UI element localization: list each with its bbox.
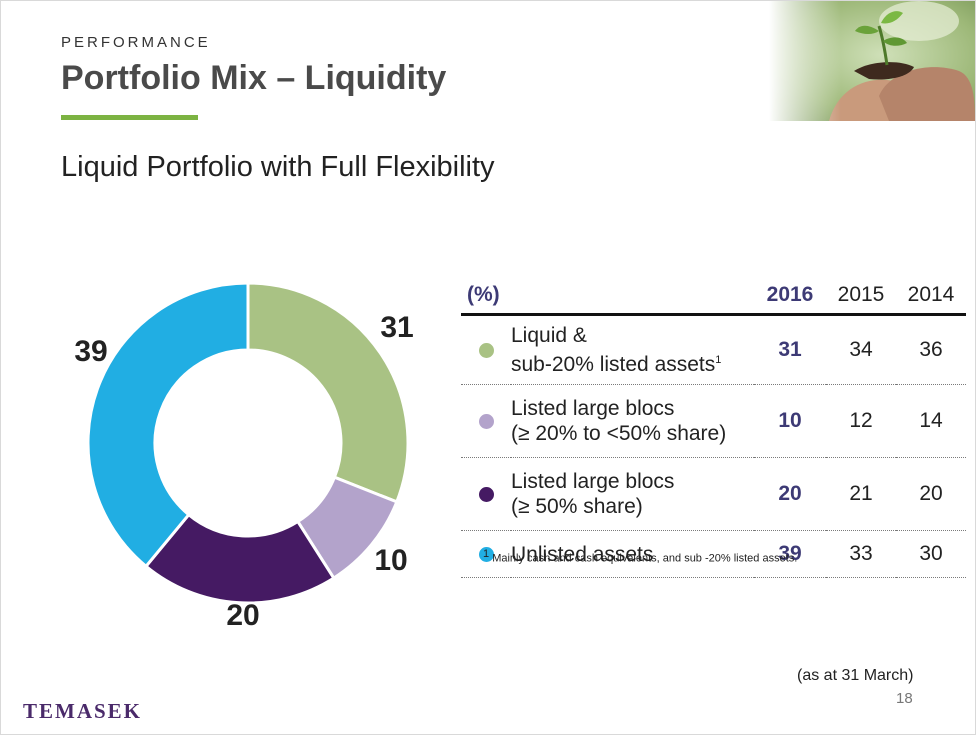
liquidity-donut-chart: 31 10 20 39: [61, 261, 441, 641]
value-2014: 36: [919, 338, 943, 361]
page-number: 18: [896, 690, 913, 707]
donut-label-listed-50: 20: [226, 599, 260, 632]
footnote-text: Mainly cash and cash equivalents, and su…: [492, 552, 798, 565]
donut-slice-listed-50: [143, 512, 336, 605]
page-title: Portfolio Mix – Liquidity: [61, 59, 447, 97]
row-label-line2: sub-20% listed assets: [511, 353, 716, 376]
legend-dot: [478, 546, 494, 562]
legend-dot: [478, 342, 494, 358]
donut-slice-liquid: [246, 281, 410, 504]
value-2015: 21: [849, 482, 873, 505]
section-kicker: PERFORMANCE: [61, 34, 211, 51]
title-accent-rule: [61, 115, 198, 120]
unit-header: (%): [467, 283, 500, 306]
value-2016: 10: [778, 409, 802, 432]
table-row: Liquid & sub-20% listed assets1 31 34 36: [461, 315, 966, 385]
row-label-line2: (≥ 20% to <50% share): [511, 422, 727, 445]
row-label: Liquid & sub-20% listed assets1: [511, 315, 754, 385]
donut-svg: [86, 281, 410, 605]
legend-dot: [478, 413, 494, 429]
value-2016: 20: [778, 482, 802, 505]
year-header-2015: 2015: [837, 283, 885, 306]
footnote: 1 Mainly cash and cash equivalents, and …: [483, 548, 797, 565]
row-label-line1: Liquid &: [511, 324, 587, 347]
row-label-line1: Unlisted assets: [511, 542, 654, 566]
legend-dot: [478, 486, 494, 502]
as-at-date: (as at 31 March): [797, 667, 914, 684]
table-header-row: (%) 2016 2015 2014: [461, 277, 966, 315]
portfolio-mix-table: (%) 2016 2015 2014 Liquid & sub-20% liste…: [461, 277, 966, 578]
value-2014: 30: [919, 542, 943, 565]
row-label-line1: Listed large blocs: [511, 470, 675, 493]
row-label-line1: Listed large blocs: [511, 397, 675, 420]
row-label: Listed large blocs (≥ 50% share): [511, 458, 754, 531]
table-row: Unlisted assets 39 33 30: [461, 531, 966, 578]
year-header-2016: 2016: [766, 283, 814, 306]
donut-slice-unlisted: [86, 281, 250, 569]
donut-label-unlisted: 39: [74, 335, 108, 368]
row-label: Listed large blocs (≥ 20% to <50% share): [511, 385, 754, 458]
value-2015: 34: [849, 338, 873, 361]
page-subtitle: Liquid Portfolio with Full Flexibility: [61, 151, 495, 183]
donut-label-liquid: 31: [380, 311, 414, 344]
temasek-logo: TEMASEK: [23, 699, 143, 723]
value-2016: 39: [778, 542, 802, 565]
table-row: Listed large blocs (≥ 50% share) 20 21 20: [461, 458, 966, 531]
row-label-line2: (≥ 50% share): [511, 495, 643, 518]
footnote-ref: 1: [715, 354, 722, 366]
value-2014: 14: [919, 409, 943, 432]
value-2016: 31: [778, 338, 802, 361]
footnote-marker: 1: [483, 548, 490, 560]
value-2015: 33: [849, 542, 873, 565]
hands-holding-seedling-photo: [769, 1, 975, 121]
row-label: Unlisted assets: [511, 531, 754, 578]
table-row: Listed large blocs (≥ 20% to <50% share) …: [461, 385, 966, 458]
donut-label-listed-20-50: 10: [374, 544, 408, 577]
year-header-2014: 2014: [907, 283, 955, 306]
value-2015: 12: [849, 409, 873, 432]
value-2014: 20: [919, 482, 943, 505]
